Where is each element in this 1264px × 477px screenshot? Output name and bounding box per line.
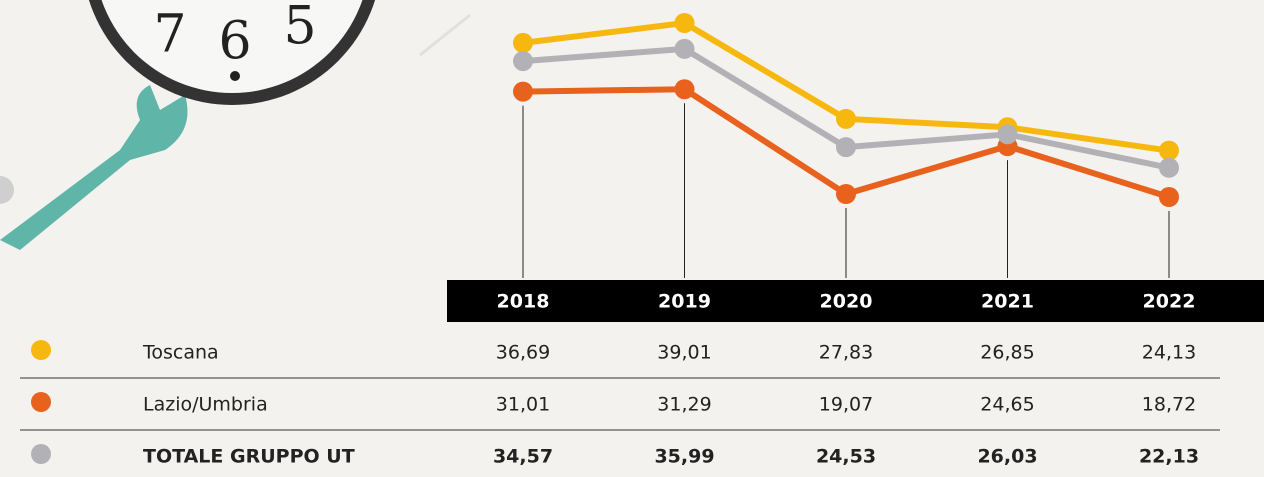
point: [1159, 187, 1179, 207]
point: [674, 38, 695, 59]
clock-number: 7: [153, 5, 186, 65]
cell-value: 24,53: [816, 446, 876, 468]
column-header: 2018: [497, 291, 550, 313]
cell-value: 36,69: [496, 342, 550, 364]
wrench: [0, 85, 188, 250]
cell-value: 18,72: [1142, 394, 1196, 416]
column-header: 2019: [658, 291, 711, 313]
column-header: 2020: [820, 291, 873, 313]
clock-dot: [230, 71, 240, 81]
table-header: [447, 280, 1264, 322]
cell-value: 31,29: [657, 394, 711, 416]
cell-value: 26,03: [977, 446, 1037, 468]
cell-value: 24,13: [1142, 342, 1196, 364]
table-row: TOTALE GRUPPO UT 34,57 35,99 24,53 26,03 22,1…: [31, 444, 1199, 468]
cell-value: 34,57: [493, 446, 553, 468]
point: [836, 183, 856, 204]
point: [674, 79, 695, 100]
table-row: Toscana 36,69 39,01 27,83 26,85 24,13: [31, 340, 1196, 364]
row-label: Lazio/Umbria: [143, 394, 268, 416]
decor-line: [419, 13, 471, 57]
row-label: Toscana: [142, 342, 219, 364]
cell-value: 26,85: [980, 342, 1034, 364]
clock-face: [101, 0, 363, 93]
table-row: Lazio/Umbria 31,01 31,29 19,07 24,65 18,72: [31, 392, 1196, 416]
point: [513, 32, 533, 53]
illustration: 7 6 5: [0, 0, 471, 250]
series-line: [522, 20, 1170, 154]
cell-value: 31,01: [496, 394, 550, 416]
clock-number: 6: [218, 12, 251, 72]
cell-value: 39,01: [657, 342, 711, 364]
column-header: 2021: [981, 291, 1034, 313]
point: [513, 51, 533, 72]
row-label: TOTALE GRUPPO UT: [143, 446, 355, 468]
point: [836, 108, 856, 129]
cell-value: 22,13: [1139, 446, 1199, 468]
cell-value: 35,99: [654, 446, 714, 468]
point: [1159, 140, 1179, 161]
cell-value: 24,65: [980, 394, 1034, 416]
wrench-hand: [0, 176, 14, 204]
point: [674, 13, 695, 33]
point: [513, 81, 533, 102]
column-header: 2022: [1143, 291, 1196, 313]
cell-value: 27,83: [819, 342, 873, 364]
clock-number: 5: [283, 0, 316, 57]
legend-dot: [31, 340, 51, 360]
legend-dot: [31, 444, 51, 464]
cell-value: 19,07: [819, 394, 873, 416]
point: [1159, 157, 1179, 178]
point: [997, 124, 1018, 145]
point: [836, 137, 856, 158]
legend-dot: [31, 392, 51, 412]
